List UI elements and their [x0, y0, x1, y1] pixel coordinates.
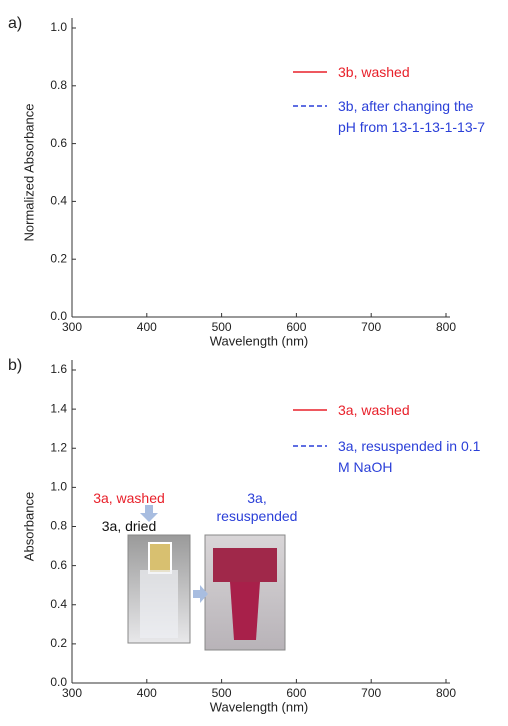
y-tick-label: 0.4 [50, 194, 67, 208]
y-tick-label: 1.4 [50, 401, 67, 415]
x-tick-label: 800 [436, 686, 456, 700]
x-tick-label: 700 [361, 320, 381, 334]
legend-label: 3b, washed [338, 64, 410, 80]
panel-label: a) [8, 15, 22, 32]
annotation: 3a, washed [93, 490, 165, 506]
x-tick-label: 700 [361, 686, 381, 700]
cuvette-film [148, 542, 172, 574]
x-tick-label: 800 [436, 320, 456, 334]
legend-label: 3b, after changing the pH from 13-1-13-1… [338, 98, 486, 135]
legend-label: 3a, washed [338, 402, 410, 418]
x-axis-label: Wavelength (nm) [210, 699, 309, 714]
x-tick-label: 600 [286, 320, 306, 334]
inset-photos [127, 505, 286, 651]
x-tick-label: 400 [137, 686, 157, 700]
y-axis-label: Normalized Absorbance [21, 103, 36, 241]
y-tick-label: 0.2 [50, 251, 67, 265]
x-tick-label: 400 [137, 320, 157, 334]
y-tick-label: 0.0 [50, 675, 67, 689]
y-tick-label: 0.0 [50, 309, 67, 323]
y-tick-label: 1.6 [50, 362, 67, 376]
y-tick-label: 0.6 [50, 558, 67, 572]
y-tick-label: 1.2 [50, 440, 67, 454]
x-tick-label: 600 [286, 686, 306, 700]
y-tick-label: 0.8 [50, 78, 67, 92]
y-tick-label: 0.4 [50, 597, 67, 611]
y-tick-label: 0.8 [50, 519, 67, 533]
cuvette [140, 570, 178, 638]
legend-label: 3a, resuspended in 0.1 M NaOH [338, 438, 481, 475]
y-tick-label: 0.6 [50, 136, 67, 150]
arrow-down [140, 505, 158, 522]
arrow-right [193, 585, 208, 603]
x-tick-label: 500 [212, 320, 232, 334]
y-tick-label: 0.2 [50, 636, 67, 650]
x-tick-label: 300 [62, 320, 82, 334]
y-axis-label: Absorbance [21, 492, 36, 561]
annotation: 3a, dried [101, 518, 157, 534]
solution-bottom [230, 582, 260, 640]
panel-label: b) [8, 357, 22, 374]
y-tick-label: 1.0 [50, 480, 67, 494]
x-tick-label: 300 [62, 686, 82, 700]
solution-top [213, 548, 277, 582]
x-tick-label: 500 [212, 686, 232, 700]
y-tick-label: 1.0 [50, 20, 67, 34]
annotation: 3a, resuspended [216, 490, 298, 524]
x-axis-label: Wavelength (nm) [210, 333, 309, 348]
